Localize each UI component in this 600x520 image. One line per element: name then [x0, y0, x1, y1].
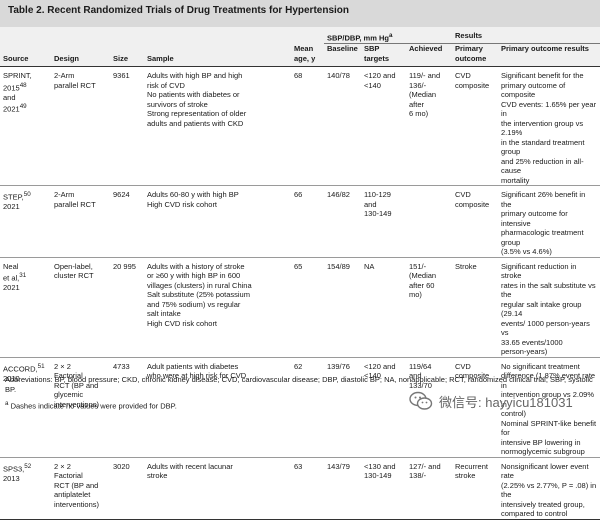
table-row: SPS3,52 2013 2 × 2 Factorial RCT (BP and… — [0, 457, 600, 520]
header-primary-outcome: Primary outcome — [452, 43, 499, 67]
cell-size: 3020 — [110, 457, 144, 520]
cell-achieved: 151/- (Median after 60 mo) — [406, 257, 453, 358]
cell-primary-outcome-results: Significant 26% benefit in the primary o… — [498, 185, 600, 258]
cell-mean-age: 68 — [291, 66, 324, 186]
cell-size: 20 995 — [110, 257, 144, 358]
cell-sbp-targets: <120 and <140 — [361, 66, 406, 186]
table-row: SPRINT, 201548 and 202149 2-Arm parallel… — [0, 66, 600, 186]
cell-achieved — [406, 185, 453, 258]
cell-sbp-targets: <130 and 130-149 — [361, 457, 406, 520]
header-sbp-targets: SBP targets — [361, 43, 406, 67]
table-title: Table 2. Recent Randomized Trials of Dru… — [0, 0, 600, 27]
cell-achieved: 127/- and 138/- — [406, 457, 453, 520]
footnote-mark: a — [5, 400, 9, 407]
cell-baseline: 146/82 — [324, 185, 361, 258]
cell-primary-outcome: Recurrent stroke — [452, 457, 499, 520]
cell-sample: Adults with recent lacunar stroke — [144, 457, 291, 520]
cell-design: 2-Arm parallel RCT — [51, 66, 110, 186]
cell-baseline: 140/78 — [324, 66, 361, 186]
cell-primary-outcome: CVD composite — [452, 185, 499, 258]
cell-design: Open-label, cluster RCT — [51, 257, 110, 358]
header-size: Size — [110, 27, 144, 67]
header-sbp-dbp-group: SBP/DBP, mm Hga — [324, 27, 453, 44]
table-row: Neal et al,31 2021 Open-label, cluster R… — [0, 257, 600, 358]
cell-mean-age: 65 — [291, 257, 324, 358]
cell-primary-outcome: Stroke — [452, 257, 499, 358]
header-results-group: Results — [452, 27, 600, 44]
cell-source: STEP,50 2021 — [0, 185, 51, 258]
watermark-text: 微信号: hayyicu181031 — [439, 394, 573, 410]
cell-design: 2-Arm parallel RCT — [51, 185, 110, 258]
header-baseline: Baseline — [324, 43, 361, 67]
cell-size: 9361 — [110, 66, 144, 186]
footnote-text: Dashes indicate no values were provided … — [10, 401, 177, 411]
cell-primary-outcome-results: Nonsignificant lower event rate (2.25% v… — [498, 457, 600, 520]
table-header: Source Design Size Sample Mean age, y SB… — [0, 27, 600, 67]
cell-sbp-targets: NA — [361, 257, 406, 358]
wechat-logo-icon — [409, 391, 433, 410]
header-primary-outcome-results: Primary outcome results — [498, 43, 600, 67]
cell-primary-outcome: CVD composite — [452, 66, 499, 186]
header-mean-age: Mean age, y — [291, 27, 324, 67]
cell-mean-age: 66 — [291, 185, 324, 258]
cell-achieved: 119/- and 136/- (Median after 6 mo) — [406, 66, 453, 186]
abbreviations-note: Abbreviations: BP, blood pressure; CKD, … — [5, 375, 593, 394]
table-row: STEP,50 2021 2-Arm parallel RCT 9624 Adu… — [0, 185, 600, 258]
wechat-watermark: 微信号: hayyicu181031 — [409, 381, 573, 421]
trials-table: Source Design Size Sample Mean age, y SB… — [0, 27, 600, 520]
footnote: a Dashes indicate no values were provide… — [5, 399, 405, 412]
cell-primary-outcome-results: Significant reduction in stroke rates in… — [498, 257, 600, 358]
header-source: Source — [0, 27, 51, 67]
cell-sample: Adults 60-80 y with high BP High CVD ris… — [144, 185, 291, 258]
cell-sbp-targets: 110-129 and 130-149 — [361, 185, 406, 258]
cell-baseline: 154/89 — [324, 257, 361, 358]
cell-source: SPS3,52 2013 — [0, 457, 51, 520]
header-design: Design — [51, 27, 110, 67]
cell-design: 2 × 2 Factorial RCT (BP and antiplatelet… — [51, 457, 110, 520]
cell-sample: Adults with a history of stroke or ≥60 y… — [144, 257, 291, 358]
cell-source: SPRINT, 201548 and 202149 — [0, 66, 51, 186]
cell-primary-outcome-results: Significant benefit for the primary outc… — [498, 66, 600, 186]
cell-size: 9624 — [110, 185, 144, 258]
header-sample: Sample — [144, 27, 291, 67]
cell-mean-age: 63 — [291, 457, 324, 520]
cell-source: Neal et al,31 2021 — [0, 257, 51, 358]
cell-sample: Adults with high BP and high risk of CVD… — [144, 66, 291, 186]
header-achieved: Achieved — [406, 43, 453, 67]
cell-baseline: 143/79 — [324, 457, 361, 520]
